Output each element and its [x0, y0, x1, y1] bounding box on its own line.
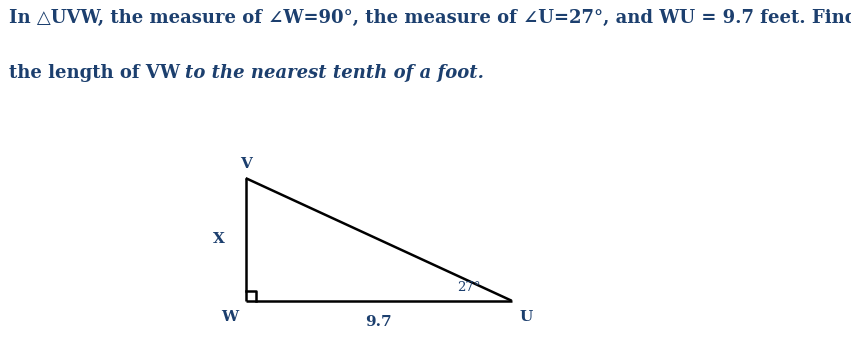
Text: In △UVW, the measure of ∠W=90°, the measure of ∠U=27°, and WU = 9.7 feet. Find: In △UVW, the measure of ∠W=90°, the meas… — [9, 9, 851, 26]
Text: the length of VW: the length of VW — [9, 64, 186, 82]
Text: to the nearest tenth of a foot.: to the nearest tenth of a foot. — [185, 64, 483, 82]
Text: 9.7: 9.7 — [365, 315, 392, 329]
Text: U: U — [520, 310, 533, 324]
Text: W: W — [221, 310, 238, 324]
Text: 27°: 27° — [457, 281, 481, 294]
Text: V: V — [240, 157, 252, 171]
Text: X: X — [214, 233, 225, 246]
